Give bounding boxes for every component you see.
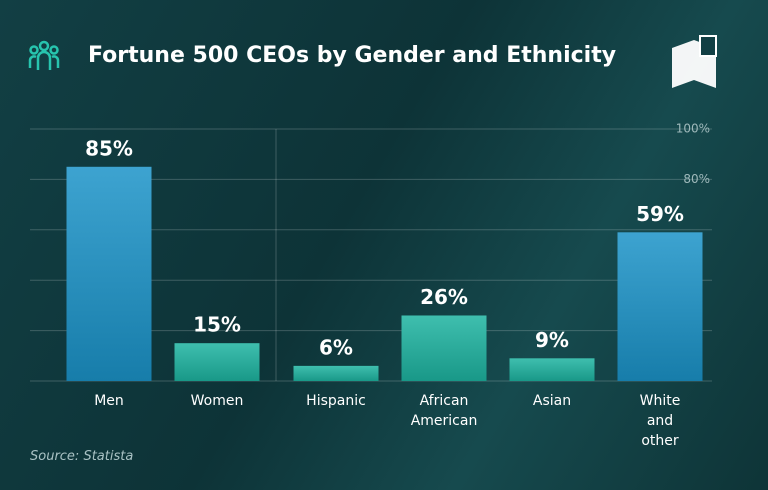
x-tick-label: Men	[94, 393, 124, 409]
bar-shade	[617, 232, 703, 381]
x-tick-label: African American	[410, 393, 478, 429]
bar-shade	[509, 358, 595, 381]
y-tick-label: 100%	[676, 122, 710, 136]
bar-shade	[293, 365, 379, 381]
x-tick-label: Asian	[532, 393, 572, 409]
x-tick-label: Women	[190, 393, 244, 409]
x-tick-label: Hispanic	[306, 393, 366, 409]
value-label: 9%	[535, 328, 569, 352]
bar-shade	[66, 166, 152, 381]
source: Source: Statista	[30, 449, 134, 464]
bar-shade	[174, 343, 260, 381]
value-label: 6%	[319, 335, 353, 359]
value-label: 26%	[420, 285, 468, 309]
y-tick-label: 80%	[683, 172, 710, 186]
x-tick-label: White and other	[639, 393, 681, 449]
value-label: 15%	[193, 313, 241, 337]
logo	[672, 35, 717, 88]
people-icon	[28, 40, 60, 70]
value-label: 85%	[85, 136, 133, 160]
chart-title: Fortune 500 CEOs by Gender and Ethnicity	[88, 43, 616, 68]
bar-shade	[401, 315, 487, 381]
value-label: 59%	[636, 202, 684, 226]
